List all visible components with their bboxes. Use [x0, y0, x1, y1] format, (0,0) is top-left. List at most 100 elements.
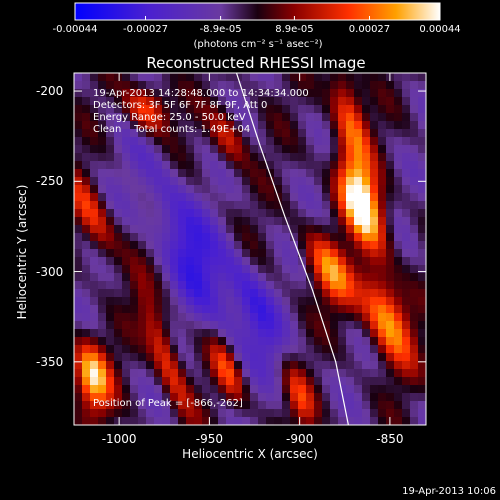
heatmap-pixel [82, 337, 91, 346]
heatmap-pixel [370, 273, 379, 282]
heatmap-pixel [330, 249, 339, 258]
heatmap-pixel [210, 81, 219, 90]
heatmap-pixel [402, 297, 411, 306]
heatmap-pixel [418, 105, 426, 114]
heatmap-pixel [402, 385, 411, 394]
heatmap-pixel [354, 89, 363, 98]
heatmap-pixel [266, 161, 275, 170]
heatmap-pixel [330, 257, 339, 266]
heatmap-pixel [106, 273, 115, 282]
heatmap-pixel [98, 241, 107, 250]
heatmap-pixel [418, 241, 426, 250]
heatmap-pixel [186, 137, 195, 146]
heatmap-pixel [370, 297, 379, 306]
heatmap-pixel [314, 385, 323, 394]
heatmap-pixel [90, 329, 99, 338]
heatmap-pixel [306, 73, 315, 82]
heatmap-pixel [82, 153, 91, 162]
heatmap-pixel [362, 105, 371, 114]
heatmap-pixel [346, 313, 355, 322]
heatmap-pixel [122, 321, 131, 330]
heatmap-pixel [234, 417, 243, 425]
heatmap-pixel [402, 305, 411, 314]
heatmap-pixel [306, 417, 315, 425]
heatmap-pixel [194, 257, 203, 266]
heatmap-pixel [370, 129, 379, 138]
heatmap-pixel [178, 201, 187, 210]
heatmap-pixel [170, 201, 179, 210]
heatmap-pixel [234, 305, 243, 314]
heatmap-pixel [242, 193, 251, 202]
heatmap-pixel [202, 201, 211, 210]
heatmap-pixel [186, 169, 195, 178]
heatmap-pixel [122, 417, 131, 425]
heatmap-pixel [314, 233, 323, 242]
heatmap-pixel [122, 81, 131, 90]
heatmap-pixel [178, 265, 187, 274]
heatmap-pixel [234, 233, 243, 242]
heatmap-pixel [354, 169, 363, 178]
heatmap-pixel [370, 329, 379, 338]
heatmap-pixel [354, 401, 363, 410]
heatmap-pixel [314, 89, 323, 98]
heatmap-pixel [330, 297, 339, 306]
heatmap-pixel [410, 401, 419, 410]
heatmap-pixel [226, 249, 235, 258]
heatmap-pixel [386, 289, 395, 298]
heatmap-pixel [258, 369, 267, 378]
heatmap-pixel [194, 249, 203, 258]
heatmap-pixel [386, 345, 395, 354]
heatmap-pixel [210, 209, 219, 218]
heatmap-pixel [194, 145, 203, 154]
heatmap-pixel [162, 409, 171, 418]
axis-ticks [74, 73, 426, 425]
heatmap-pixel [250, 369, 259, 378]
heatmap-pixel [282, 401, 291, 410]
heatmap-pixel [178, 345, 187, 354]
heatmap-pixel [282, 161, 291, 170]
heatmap-pixel [178, 89, 187, 98]
heatmap-pixel [146, 241, 155, 250]
heatmap-pixel [282, 193, 291, 202]
heatmap-pixel [234, 337, 243, 346]
heatmap-pixel [186, 297, 195, 306]
heatmap-pixel [138, 273, 147, 282]
heatmap-pixel [418, 321, 426, 330]
heatmap-pixel [386, 385, 395, 394]
heatmap-pixel [210, 409, 219, 418]
heatmap-pixel [402, 217, 411, 226]
heatmap-pixel [258, 345, 267, 354]
heatmap-pixel [218, 113, 227, 122]
heatmap-pixel [114, 249, 123, 258]
heatmap-pixel [402, 177, 411, 186]
heatmap-pixel [386, 121, 395, 130]
heatmap-pixel [266, 153, 275, 162]
heatmap-pixel [186, 193, 195, 202]
heatmap-pixel [370, 81, 379, 90]
heatmap-pixel [82, 385, 91, 394]
heatmap-pixel [138, 233, 147, 242]
heatmap-pixel [218, 385, 227, 394]
heatmap-pixel [178, 225, 187, 234]
heatmap-pixel [154, 217, 163, 226]
heatmap-pixel [314, 353, 323, 362]
heatmap-pixel [226, 353, 235, 362]
heatmap-pixel [98, 97, 107, 106]
heatmap-pixel [314, 217, 323, 226]
heatmap-pixel [362, 385, 371, 394]
heatmap-pixel [346, 369, 355, 378]
heatmap-pixel [250, 73, 259, 82]
heatmap-pixel [218, 89, 227, 98]
heatmap-pixel [394, 105, 403, 114]
heatmap-pixel [346, 401, 355, 410]
heatmap-pixel [234, 121, 243, 130]
heatmap-pixel [298, 97, 307, 106]
heatmap-pixel [338, 385, 347, 394]
heatmap-pixel [338, 177, 347, 186]
heatmap-pixel [234, 401, 243, 410]
heatmap-pixel [322, 321, 331, 330]
heatmap-pixel [338, 377, 347, 386]
heatmap-pixel [306, 161, 315, 170]
heatmap-pixel [234, 185, 243, 194]
heatmap-pixel [250, 257, 259, 266]
